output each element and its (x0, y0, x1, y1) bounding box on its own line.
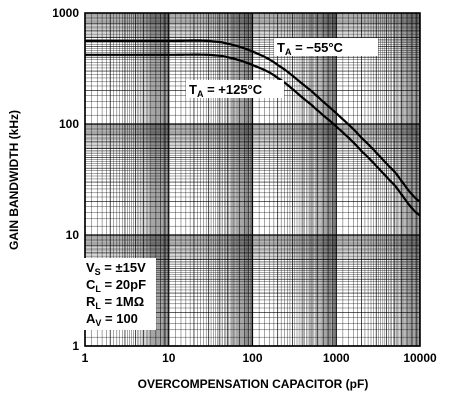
x-tick-labels: 1 10 100 1000 10000 (82, 351, 437, 365)
y-tick-label: 1 (72, 339, 79, 353)
series-curve-1 (85, 53, 421, 217)
annotation-series-0: TA = −55°C (277, 40, 344, 57)
x-axis-title: OVERCOMPENSATION CAPACITOR (pF) (138, 377, 369, 391)
series-curves (85, 39, 421, 217)
y-tick-label: 1000 (52, 6, 79, 20)
conditions-box (84, 258, 156, 330)
plot-frame (84, 12, 421, 347)
condition-load-capacitance: CL = 20pF (86, 277, 146, 294)
condition-supply-voltage: VS = ±15V (86, 260, 146, 277)
y-tick-labels: 1 10 100 1000 (52, 6, 79, 353)
condition-load-resistance: RL = 1MΩ (86, 294, 144, 311)
x-tick-label: 100 (242, 351, 262, 365)
y-tick-label: 10 (66, 228, 80, 242)
condition-voltage-gain: AV = 100 (86, 311, 138, 328)
annotation-bg-series-1 (186, 80, 284, 98)
annotation-series-1: TA = +125°C (189, 82, 263, 99)
x-tick-label: 1000 (323, 351, 350, 365)
x-tick-label: 1 (82, 351, 89, 365)
y-axis-title: GAIN BANDWIDTH (kHz) (7, 110, 21, 250)
x-tick-label: 10000 (403, 351, 437, 365)
y-tick-label: 100 (59, 117, 79, 131)
x-tick-label: 10 (162, 351, 176, 365)
annotation-bg-series-0 (274, 38, 378, 56)
series-curve-0 (85, 39, 421, 203)
